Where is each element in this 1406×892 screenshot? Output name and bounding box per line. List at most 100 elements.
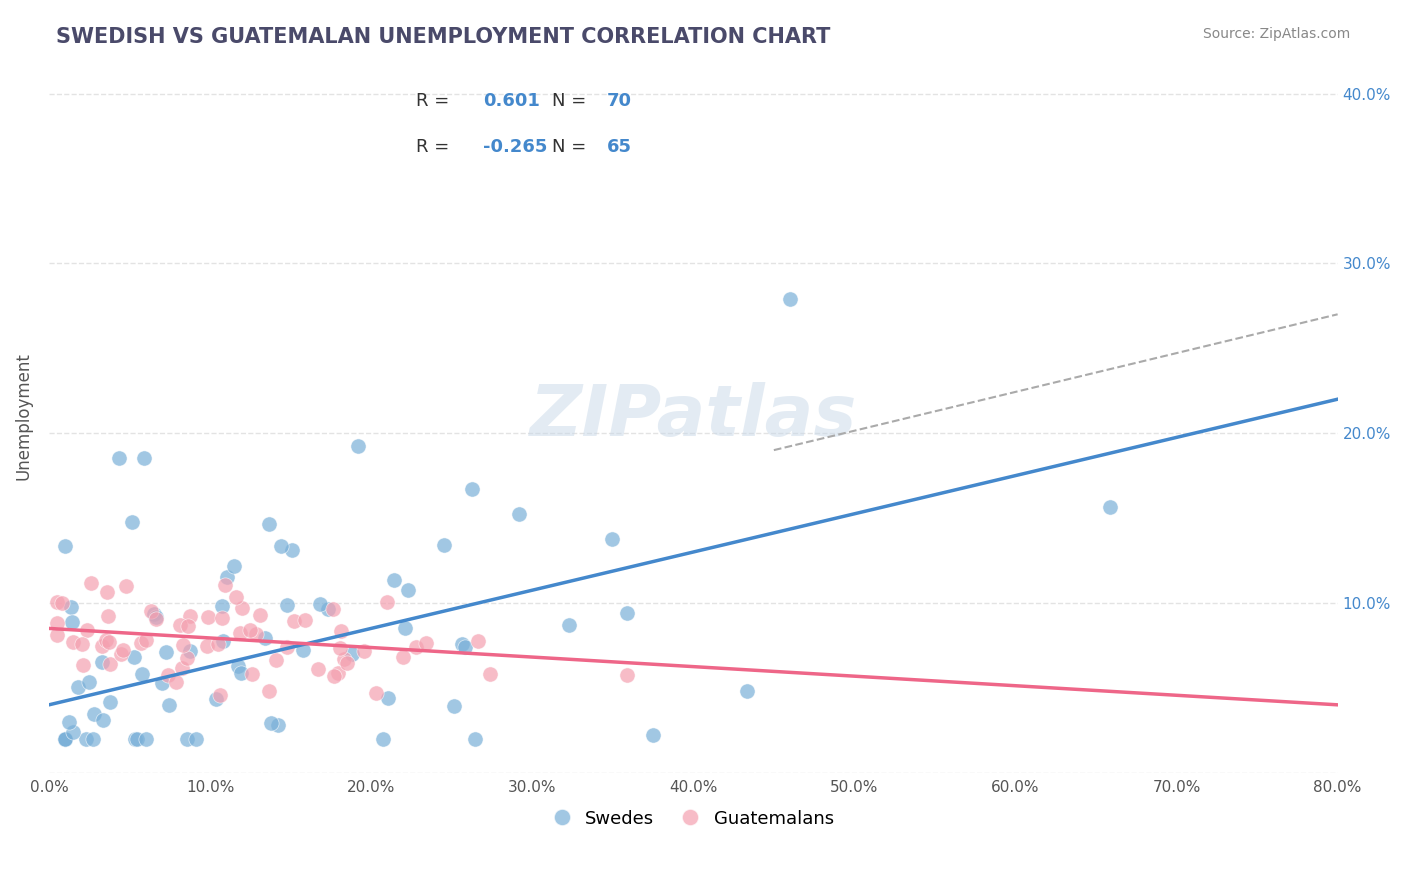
Text: -0.265: -0.265 — [484, 138, 547, 156]
Point — [100, 695, 122, 709]
Point — [396, 583, 419, 598]
Point — [336, 656, 359, 670]
Point — [270, 539, 292, 553]
Point — [53, 731, 76, 746]
Point — [112, 643, 135, 657]
Point — [222, 558, 245, 573]
Point — [135, 633, 157, 648]
Point — [326, 666, 349, 681]
Point — [600, 532, 623, 546]
Point — [779, 292, 801, 306]
Point — [165, 675, 187, 690]
Point — [415, 635, 437, 649]
Point — [454, 640, 477, 655]
Point — [257, 683, 280, 698]
Point — [294, 613, 316, 627]
Point — [157, 668, 180, 682]
Point — [214, 578, 236, 592]
Point — [94, 632, 117, 647]
Point — [72, 657, 94, 672]
Point — [735, 683, 758, 698]
Point — [283, 614, 305, 628]
Point — [91, 713, 114, 727]
Point — [245, 627, 267, 641]
Point — [322, 601, 344, 615]
Point — [641, 728, 664, 742]
Point — [53, 731, 76, 746]
Point — [616, 606, 638, 620]
Point — [110, 647, 132, 661]
Point — [240, 667, 263, 681]
Point — [70, 637, 93, 651]
Point — [329, 624, 352, 639]
Point — [249, 607, 271, 622]
Point — [375, 595, 398, 609]
Point — [179, 608, 201, 623]
Text: 65: 65 — [607, 138, 631, 156]
Point — [46, 616, 69, 631]
Point — [58, 714, 80, 729]
Point — [225, 590, 247, 604]
Point — [377, 690, 399, 705]
Point — [46, 595, 69, 609]
Point — [433, 538, 456, 552]
Point — [209, 688, 232, 702]
Point — [142, 607, 165, 621]
Point — [394, 621, 416, 635]
Point — [211, 611, 233, 625]
Point — [207, 637, 229, 651]
Point — [478, 666, 501, 681]
Point — [276, 640, 298, 654]
Point — [145, 612, 167, 626]
Text: SWEDISH VS GUATEMALAN UNEMPLOYMENT CORRELATION CHART: SWEDISH VS GUATEMALAN UNEMPLOYMENT CORRE… — [56, 27, 831, 46]
Point — [382, 573, 405, 587]
Point — [323, 668, 346, 682]
Point — [1099, 500, 1122, 514]
Point — [135, 731, 157, 746]
Point — [253, 631, 276, 645]
Point — [96, 585, 118, 599]
Text: 0.601: 0.601 — [484, 92, 540, 110]
Point — [329, 640, 352, 655]
Point — [231, 601, 253, 615]
Point — [204, 692, 226, 706]
Point — [115, 579, 138, 593]
Point — [83, 707, 105, 722]
Point — [134, 450, 156, 465]
Point — [172, 660, 194, 674]
Text: N =: N = — [551, 92, 592, 110]
Point — [82, 731, 104, 746]
Point — [443, 699, 465, 714]
Legend: Swedes, Guatemalans: Swedes, Guatemalans — [546, 803, 841, 835]
Point — [51, 596, 73, 610]
Point — [211, 599, 233, 613]
Point — [179, 644, 201, 658]
Point — [124, 731, 146, 746]
Text: N =: N = — [551, 138, 592, 156]
Point — [340, 647, 363, 661]
Point — [371, 731, 394, 746]
Point — [217, 570, 239, 584]
Y-axis label: Unemployment: Unemployment — [15, 352, 32, 480]
Point — [176, 651, 198, 665]
Point — [558, 618, 581, 632]
Point — [97, 609, 120, 624]
Point — [139, 604, 162, 618]
Point — [451, 637, 474, 651]
Point — [464, 731, 486, 746]
Point — [508, 507, 530, 521]
Point — [67, 680, 90, 694]
Point — [405, 640, 427, 654]
Point — [309, 597, 332, 611]
Point — [266, 653, 288, 667]
Point — [195, 639, 218, 653]
Point — [347, 439, 370, 453]
Point — [62, 724, 84, 739]
Point — [333, 652, 356, 666]
Text: R =: R = — [416, 92, 456, 110]
Point — [129, 635, 152, 649]
Point — [364, 686, 387, 700]
Text: 70: 70 — [607, 92, 631, 110]
Point — [260, 715, 283, 730]
Point — [122, 650, 145, 665]
